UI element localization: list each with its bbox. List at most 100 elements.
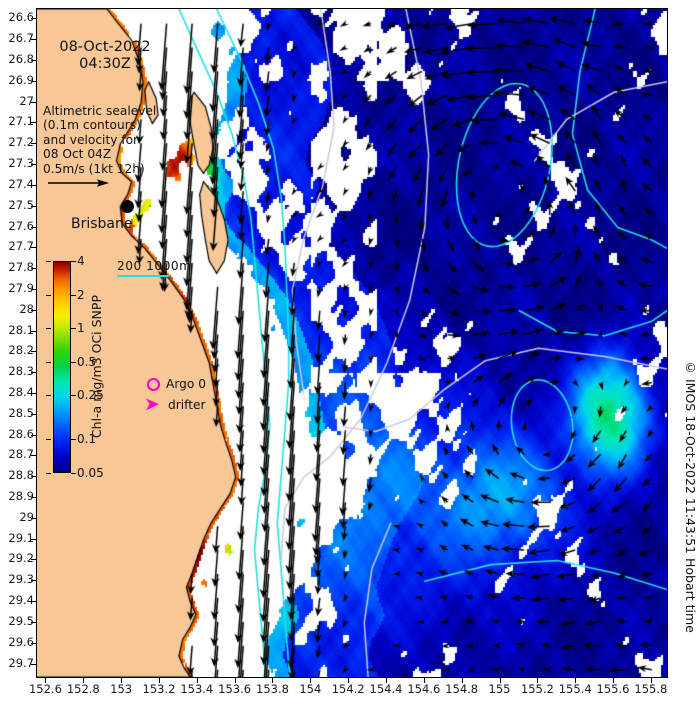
y-axis-label: 28.7 [8, 447, 34, 462]
colorbar-tick-label: 0.25 [77, 388, 104, 403]
y-axis-tick [31, 330, 36, 332]
colorbar-tick-left [46, 294, 51, 296]
colorbar-tick-label: 0.5 [77, 354, 97, 369]
y-axis-tick [31, 247, 36, 249]
x-axis-label: 155.2 [520, 682, 554, 696]
x-axis-label: 153.6 [218, 682, 252, 696]
argo-legend-label: Argo 0 [166, 377, 206, 391]
colorbar-tick-left [46, 439, 51, 441]
x-axis-label: 154.8 [445, 682, 479, 696]
x-axis-tick [121, 678, 123, 683]
x-axis-label: 155 [488, 682, 511, 696]
y-axis-label: 27.6 [8, 218, 34, 233]
x-axis-tick [348, 678, 350, 683]
x-axis-tick [461, 678, 463, 683]
x-axis-tick [423, 678, 425, 683]
bathymetry-depth-legend: 200 1000m [117, 259, 192, 277]
y-axis-label: 27.4 [8, 176, 34, 191]
colorbar-tick-label: 0.1 [77, 432, 97, 447]
y-axis-tick [31, 538, 36, 540]
y-axis-label: 29.3 [8, 572, 34, 587]
y-axis-tick [31, 455, 36, 457]
y-axis-label: 26.7 [8, 31, 34, 46]
date-time-annotation: 08-Oct-2022 04:30Z [59, 39, 151, 73]
y-axis-tick [31, 60, 36, 62]
y-axis-label: 29.4 [8, 593, 34, 608]
x-axis-tick [499, 678, 501, 683]
x-axis-tick [196, 678, 198, 683]
x-axis-tick [613, 678, 615, 683]
y-axis-tick [31, 517, 36, 519]
x-axis-tick [650, 678, 652, 683]
x-axis-label: 153.8 [256, 682, 289, 696]
x-axis-label: 154.6 [407, 682, 441, 696]
colorbar-tick-left [46, 328, 51, 330]
y-axis-tick [31, 559, 36, 561]
y-axis-label: 29.2 [8, 551, 34, 566]
y-axis-tick [31, 226, 36, 228]
x-axis-label: 153.4 [180, 682, 214, 696]
colorbar-tick-label: 2 [77, 287, 85, 302]
y-axis-label: 27.1 [8, 114, 34, 129]
y-axis-tick [31, 351, 36, 353]
map-plot-area[interactable]: 08-Oct-2022 04:30Z Altimetric sealevel (… [36, 8, 668, 678]
y-axis-tick [31, 80, 36, 82]
y-axis-label: 28.9 [8, 489, 34, 504]
y-axis-tick [31, 372, 36, 374]
drifter-chevron-icon [146, 398, 159, 411]
y-axis-tick [31, 184, 36, 186]
drifter-legend-item: drifter [145, 397, 206, 412]
y-axis-label: 28.3 [8, 364, 34, 379]
y-axis-tick [31, 601, 36, 603]
colorbar-tick-label: 1 [77, 321, 85, 336]
y-axis-tick [31, 392, 36, 394]
y-axis-label: 27 [19, 93, 34, 108]
y-axis-label: 29 [19, 509, 34, 524]
x-axis-tick [575, 678, 577, 683]
y-axis-tick [31, 288, 36, 290]
y-axis-label: 29.1 [8, 530, 34, 545]
drifter-legend-label: drifter [168, 397, 206, 412]
colorbar-tick-left [46, 473, 51, 474]
y-axis-tick [31, 143, 36, 145]
y-axis-label: 27.7 [8, 239, 34, 254]
y-axis-tick [31, 39, 36, 41]
velocity-scale-arrow-icon [48, 179, 109, 187]
x-axis-tick [537, 678, 539, 683]
x-axis-label: 155.4 [558, 682, 592, 696]
y-axis-tick [31, 122, 36, 124]
y-axis-label: 27.9 [8, 280, 34, 295]
y-axis-label: 28.1 [8, 322, 34, 337]
y-axis-tick [31, 101, 36, 103]
argo-circle-icon [147, 377, 160, 391]
depth-legend-label: 200 1000m [117, 259, 192, 273]
y-axis-label: 28.4 [8, 384, 34, 399]
y-axis-label: 29.6 [8, 634, 34, 649]
colorbar-tick-left [46, 395, 51, 397]
x-axis-label: 152.6 [28, 682, 62, 696]
y-axis-label: 29.5 [8, 613, 34, 628]
y-axis-tick [31, 205, 36, 207]
y-axis-label: 28.5 [8, 405, 34, 420]
brisbane-marker-dot [121, 200, 134, 213]
y-axis-tick [31, 642, 36, 644]
colorbar-tick-label: 0.05 [77, 466, 104, 480]
brisbane-city-label: Brisbane [71, 216, 133, 232]
x-axis-label: 154.4 [369, 682, 403, 696]
colorbar-tick [71, 261, 76, 262]
x-axis-tick [45, 678, 47, 683]
y-axis-tick [31, 434, 36, 436]
x-axis-tick [158, 678, 160, 683]
x-axis-tick [272, 678, 274, 683]
colorbar-gradient [53, 261, 71, 473]
x-axis-label: 153.2 [142, 682, 176, 696]
y-axis-label: 26.8 [8, 52, 34, 67]
altimetry-annotation: Altimetric sealevel (0.1m contours) and … [43, 104, 157, 176]
contours-and-vectors-overlay [37, 9, 667, 677]
colorbar-tick [71, 439, 76, 441]
y-axis-label: 28.2 [8, 343, 34, 358]
y-axis-label: 27.2 [8, 135, 34, 150]
depth-legend-line [117, 275, 169, 277]
colorbar-tick [71, 473, 76, 474]
